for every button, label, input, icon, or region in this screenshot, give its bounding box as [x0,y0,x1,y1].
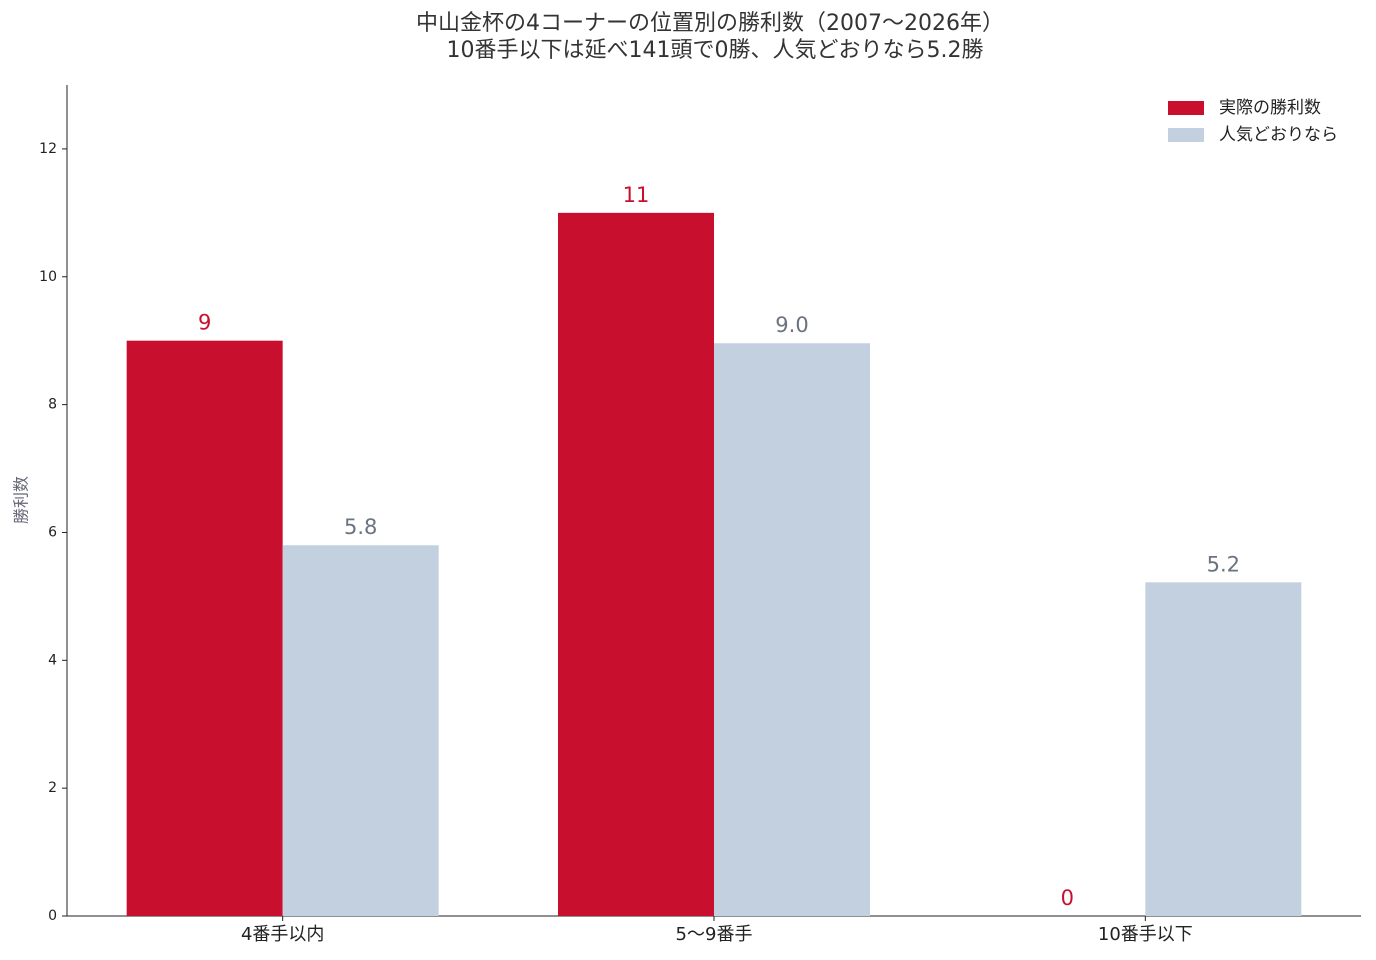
x-tick-label: 4番手以内 [241,924,324,945]
y-tick-label: 6 [48,524,57,540]
y-axis-label: 勝利数 [12,476,31,524]
chart-subtitle: 10番手以下は延べ141頭で0勝、人気どおりなら5.2勝 [447,38,984,63]
value-label: 0 [1061,886,1074,910]
value-label: 11 [623,183,650,207]
y-tick-label: 4 [48,652,57,668]
x-tick-label: 5〜9番手 [676,924,753,945]
value-label: 9.0 [775,313,808,337]
y-tick-label: 12 [39,141,57,157]
y-tick-label: 2 [48,780,57,796]
bar [126,340,283,916]
y-tick-label: 8 [48,397,57,413]
x-tick-label: 10番手以下 [1098,924,1193,945]
y-tick-label: 10 [39,269,57,285]
value-label: 5.8 [344,515,377,539]
bar [1145,582,1302,916]
legend-label: 人気どおりなら [1219,125,1338,145]
legend-swatch [1168,101,1204,115]
value-label: 5.2 [1207,552,1240,576]
legend-swatch [1168,128,1204,142]
chart-title: 中山金杯の4コーナーの位置別の勝利数（2007〜2026年） [416,11,1004,36]
bar [282,545,439,916]
y-tick-label: 0 [48,908,57,924]
legend-label: 実際の勝利数 [1219,98,1321,118]
value-label: 9 [198,311,211,335]
bar [714,343,870,916]
bar [558,212,714,916]
